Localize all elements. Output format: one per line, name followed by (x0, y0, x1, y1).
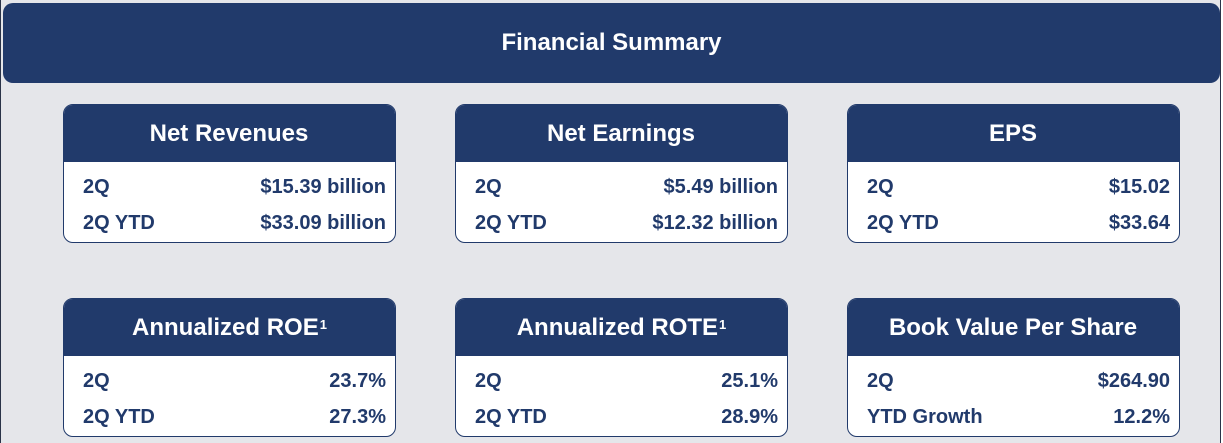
card-title: Annualized ROE 1 (64, 299, 395, 356)
metric-row: 2Q $15.02 (848, 169, 1179, 205)
card-title: Net Revenues (64, 105, 395, 162)
footnote-marker: 1 (719, 317, 727, 332)
row-label: 2Q YTD (83, 405, 155, 428)
row-value: $33.64 (1108, 211, 1170, 234)
row-value: 28.9% (721, 405, 778, 428)
metric-row: 2Q YTD 28.9% (456, 399, 787, 435)
card-title-text: Book Value Per Share (888, 313, 1138, 341)
metric-row: 2Q YTD 27.3% (64, 399, 395, 435)
row-value: $15.39 billion (260, 175, 386, 198)
card-title: Net Earnings (456, 105, 787, 162)
card-title: Book Value Per Share (848, 299, 1179, 356)
metric-row: 2Q $15.39 billion (64, 169, 395, 205)
row-value: $33.09 billion (260, 211, 386, 234)
row-label: 2Q YTD (475, 405, 547, 428)
metric-row: 2Q YTD $33.64 (848, 205, 1179, 241)
card-title-text: EPS (988, 119, 1038, 147)
card-title-text: Net Earnings (546, 119, 696, 147)
row-value: 27.3% (329, 405, 386, 428)
metric-row: YTD Growth 12.2% (848, 399, 1179, 435)
metric-row: 2Q $264.90 (848, 363, 1179, 399)
card-eps: EPS 2Q $15.02 2Q YTD $33.64 (847, 104, 1180, 243)
card-net-revenues: Net Revenues 2Q $15.39 billion 2Q YTD $3… (63, 104, 396, 243)
row-label: 2Q (83, 175, 110, 198)
row-label: 2Q YTD (475, 211, 547, 234)
metric-row: 2Q YTD $12.32 billion (456, 205, 787, 241)
row-label: 2Q (475, 175, 502, 198)
card-net-earnings: Net Earnings 2Q $5.49 billion 2Q YTD $12… (455, 104, 788, 243)
footnote-marker: 1 (319, 317, 327, 332)
row-value: $264.90 (1097, 369, 1170, 392)
card-title: EPS (848, 105, 1179, 162)
row-label: 2Q YTD (867, 211, 939, 234)
row-label: 2Q (867, 175, 894, 198)
row-value: 23.7% (329, 369, 386, 392)
row-label: 2Q (867, 369, 894, 392)
row-value: 25.1% (721, 369, 778, 392)
page-title: Financial Summary (3, 3, 1220, 83)
metric-row: 2Q 23.7% (64, 363, 395, 399)
card-annualized-rote: Annualized ROTE 1 2Q 25.1% 2Q YTD 28.9% (455, 298, 788, 437)
metric-row: 2Q YTD $33.09 billion (64, 205, 395, 241)
row-label: 2Q (475, 369, 502, 392)
row-label: 2Q YTD (83, 211, 155, 234)
row-value: $15.02 (1108, 175, 1170, 198)
card-title-text: Net Revenues (149, 119, 309, 147)
row-label: 2Q (83, 369, 110, 392)
row-value: $12.32 billion (652, 211, 778, 234)
card-title-text: Annualized ROTE (516, 313, 719, 341)
row-value: 12.2% (1113, 405, 1170, 428)
row-label: YTD Growth (867, 405, 983, 428)
card-title: Annualized ROTE 1 (456, 299, 787, 356)
card-annualized-roe: Annualized ROE 1 2Q 23.7% 2Q YTD 27.3% (63, 298, 396, 437)
metric-row: 2Q $5.49 billion (456, 169, 787, 205)
metric-row: 2Q 25.1% (456, 363, 787, 399)
row-value: $5.49 billion (663, 175, 778, 198)
card-book-value-per-share: Book Value Per Share 2Q $264.90 YTD Grow… (847, 298, 1180, 437)
card-title-text: Annualized ROE (132, 313, 319, 341)
